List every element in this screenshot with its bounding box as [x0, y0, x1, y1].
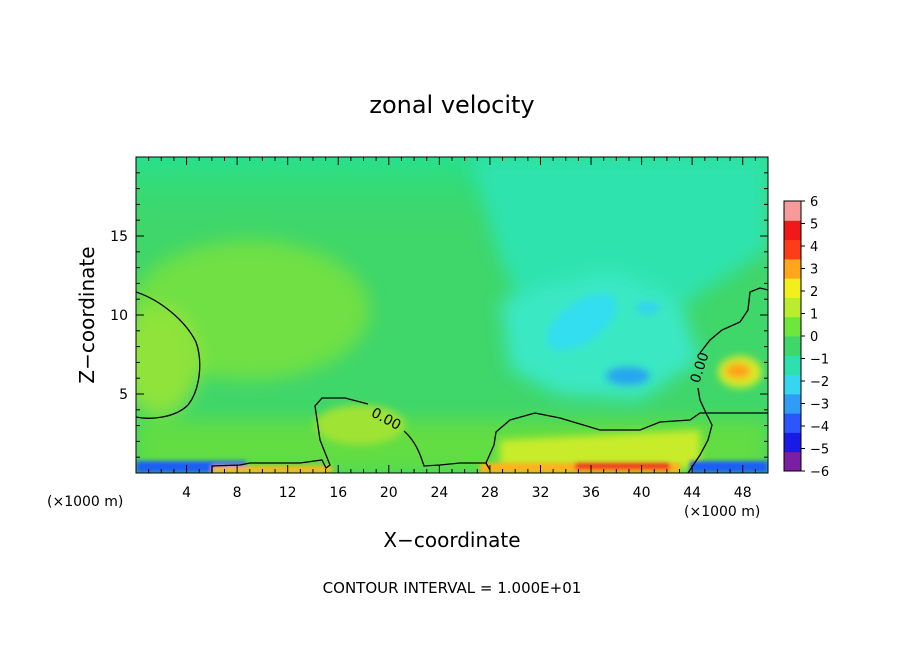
contour-right	[687, 287, 768, 473]
x-unit-right: (×1000 m)	[684, 504, 760, 520]
colorbar-segment	[784, 278, 801, 298]
colorbar-segment	[784, 355, 801, 376]
colorbar-label: 5	[810, 218, 818, 233]
colorbar-label: −2	[810, 375, 829, 390]
colorbar-label: 0	[810, 330, 818, 345]
colorbar-segment	[784, 239, 801, 260]
y-tick-label: 5	[119, 387, 128, 403]
blue-bottom-right	[690, 461, 768, 473]
x-unit-left: (×1000 m)	[47, 494, 123, 510]
contour-bottom-right	[485, 462, 491, 471]
colorbar-segment	[784, 201, 801, 221]
x-tick-label: 12	[279, 485, 297, 501]
contour-left	[136, 291, 201, 419]
x-tick-label: 24	[430, 485, 448, 501]
chart-title: zonal velocity	[369, 91, 534, 119]
x-tick-label: 48	[734, 485, 752, 501]
heatmap-field	[136, 157, 768, 473]
colorbar-label: 2	[810, 285, 818, 300]
colorbar-label: 4	[810, 240, 818, 255]
colorbar-label: 3	[810, 263, 818, 278]
x-tick-label: 28	[481, 485, 499, 501]
x-tick-labels: 4 8 12 16 20 24 28 32 36 40 44 48	[182, 485, 752, 501]
contour-center	[211, 397, 768, 473]
contour-lines	[136, 287, 768, 473]
colorbar-labels: 6 5 4 3 2 1 0 −1 −2 −3 −4 −5 −6	[810, 195, 829, 480]
colorbar-segment	[784, 374, 801, 395]
colorbar-segment	[784, 220, 801, 241]
colorbar-segment	[784, 432, 801, 453]
x-tick-label: 20	[380, 485, 398, 501]
cyan-small	[636, 302, 660, 314]
colorbar-segment	[784, 451, 801, 472]
colorbar-label: 1	[810, 308, 818, 323]
colorbar-segment	[784, 336, 801, 356]
cyan-vortex-upper	[547, 293, 617, 351]
colorbar-label: −3	[810, 398, 829, 413]
y-tick-labels: 5 10 15	[110, 229, 128, 403]
yellow-green-left-core	[136, 305, 200, 415]
colorbar-segment	[784, 413, 801, 433]
yellow-patch-center	[315, 405, 405, 445]
orange-hotspot-right	[725, 363, 751, 379]
colorbar-segment	[784, 297, 801, 318]
colorbar-label: −4	[810, 420, 829, 435]
y-tick-label: 15	[110, 229, 128, 245]
x-tick-label: 8	[233, 485, 242, 501]
colorbar-label: −6	[810, 465, 829, 480]
x-tick-label: 36	[582, 485, 600, 501]
colorbar-segment	[784, 258, 801, 279]
y-axis-label: Z−coordinate	[75, 246, 99, 383]
y-tick-label: 10	[110, 308, 128, 324]
x-tick-label: 40	[633, 485, 651, 501]
contour-interval-text: CONTOUR INTERVAL = 1.000E+01	[323, 579, 582, 597]
orange-bottom-left	[212, 466, 332, 473]
colorbar-segment	[784, 316, 801, 337]
blue-vortex	[606, 367, 650, 385]
x-axis-label: X−coordinate	[383, 528, 520, 552]
colorbar	[783, 200, 805, 472]
yellow-bottom-strip	[500, 430, 700, 468]
x-tick-label: 32	[532, 485, 550, 501]
x-tick-label: 16	[329, 485, 347, 501]
axis-ticks	[136, 157, 768, 473]
colorbar-segment	[784, 393, 801, 414]
colorbar-label: −1	[810, 353, 829, 368]
x-tick-label: 4	[182, 485, 191, 501]
colorbar-label: −5	[810, 443, 829, 458]
x-tick-label: 44	[683, 485, 701, 501]
colorbar-label: 6	[810, 195, 818, 210]
red-bottom-hot	[575, 463, 670, 470]
